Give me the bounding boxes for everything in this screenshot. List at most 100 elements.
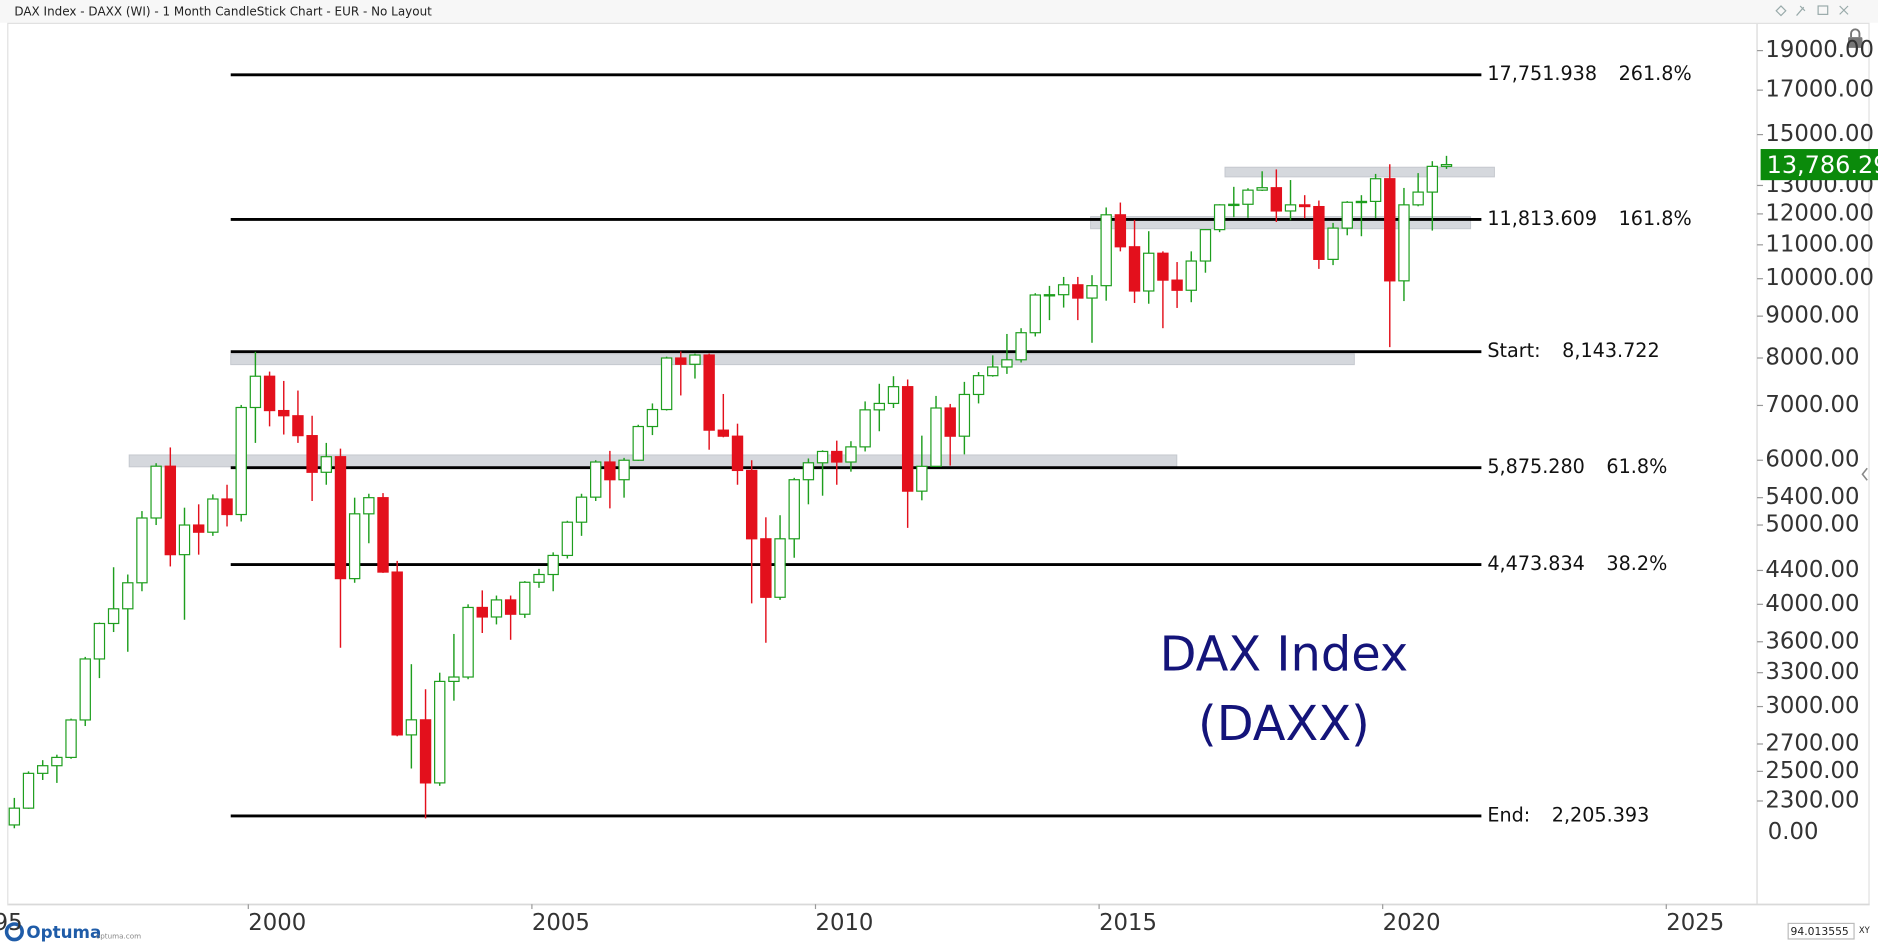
- candle-body: [320, 456, 332, 473]
- candle-body: [93, 622, 106, 660]
- candle-body: [660, 357, 673, 411]
- brand-logo: [4, 922, 24, 942]
- icon-pin[interactable]: [1796, 5, 1806, 16]
- candle-body: [235, 406, 247, 516]
- candle-body: [65, 719, 77, 759]
- icon-restore[interactable]: [1817, 5, 1829, 15]
- y-tick-label: 11000.00: [1765, 231, 1874, 257]
- candle-body: [348, 513, 361, 580]
- candle-body: [306, 435, 318, 473]
- candle-body: [618, 459, 630, 481]
- sr-zone: [230, 353, 1355, 366]
- candle-body: [278, 409, 290, 417]
- candle-body: [859, 409, 871, 448]
- candle-body: [1284, 204, 1297, 212]
- candle-body: [1242, 189, 1254, 205]
- candle-body: [1313, 205, 1325, 260]
- candle-body: [476, 606, 488, 618]
- fib-label: 2,205.393: [1552, 803, 1650, 826]
- y-tick-label: 2500.00: [1765, 758, 1859, 784]
- y-tick-label: 4000.00: [1765, 591, 1859, 617]
- x-tick-label: 2000: [248, 910, 306, 936]
- y-tick-label: 3300.00: [1765, 659, 1859, 685]
- candle-body: [632, 425, 644, 461]
- candle-body: [1355, 200, 1368, 204]
- fib-label: 161.8%: [1619, 207, 1692, 230]
- candle-body: [178, 524, 191, 556]
- candle-body: [419, 719, 432, 784]
- y-tick-label: 4400.00: [1765, 557, 1859, 583]
- fib-label: 61.8%: [1606, 455, 1667, 478]
- candle-body: [1298, 204, 1311, 208]
- last-price-label: 13,786.29: [1767, 151, 1878, 179]
- candle-body: [363, 497, 375, 515]
- candle-body: [8, 807, 21, 826]
- candle-body: [845, 446, 857, 463]
- candle-body: [192, 524, 205, 533]
- y-tick-label: 2700.00: [1765, 730, 1859, 756]
- x-tick-label: 1995: [0, 910, 23, 936]
- candle-body: [1213, 204, 1226, 231]
- y-tick-label: 2300.00: [1765, 787, 1859, 813]
- candle-body: [972, 375, 985, 396]
- status-box: [1787, 922, 1855, 940]
- lock-body[interactable]: [1848, 37, 1863, 48]
- candle-body: [646, 408, 659, 428]
- candle-body: [816, 450, 829, 464]
- candle-body: [22, 772, 35, 809]
- lock-shackle[interactable]: [1850, 28, 1861, 38]
- candle-body: [207, 498, 219, 533]
- candle-body: [377, 497, 389, 573]
- window-icons[interactable]: [1775, 5, 1849, 17]
- candle-body: [873, 402, 886, 411]
- y-tick-label: 8000.00: [1765, 345, 1859, 371]
- x-tick-label: 2005: [532, 910, 590, 936]
- x-tick-label: 2025: [1666, 910, 1724, 936]
- candle-body: [561, 521, 574, 557]
- y-tick-label: 17000.00: [1765, 77, 1874, 103]
- candle-body: [490, 599, 503, 618]
- y-tick-label: 12000.00: [1765, 200, 1874, 226]
- candle-body: [717, 429, 730, 437]
- candle-body: [533, 573, 545, 583]
- candle-body: [122, 582, 134, 610]
- brand-name: Optuma: [26, 922, 101, 942]
- side-panel-toggle[interactable]: [1861, 467, 1868, 481]
- candle-body: [916, 465, 928, 492]
- fib-label: 8,143.722: [1562, 339, 1660, 362]
- candle-body: [1086, 285, 1098, 299]
- candle-body: [1228, 203, 1240, 207]
- candle-body: [1199, 229, 1212, 262]
- header-bar: [0, 0, 1878, 23]
- icon-close[interactable]: [1839, 5, 1849, 15]
- status-value: 94.013555: [1791, 925, 1849, 938]
- candle-body: [1270, 187, 1283, 212]
- sr-zone: [128, 454, 1178, 468]
- candle-body: [1171, 279, 1183, 291]
- fib-label: 11,813.609: [1487, 207, 1597, 230]
- candle-body: [1057, 284, 1070, 296]
- candle-body: [292, 415, 304, 437]
- candle-body: [1043, 294, 1056, 297]
- candle-body: [831, 450, 843, 463]
- candle-body: [1128, 246, 1141, 292]
- candle-body: [745, 469, 758, 540]
- candle-body: [1426, 165, 1439, 193]
- candle-body: [547, 554, 559, 576]
- candle-body: [1440, 163, 1453, 167]
- y-tick-label: 6000.00: [1765, 447, 1859, 473]
- candle-body: [1100, 214, 1112, 287]
- candle-body: [1001, 359, 1013, 368]
- candle-body: [944, 407, 956, 437]
- lock-icon[interactable]: [1848, 28, 1863, 48]
- y-tick-label: 19000.00: [1765, 37, 1874, 63]
- candle-body: [249, 375, 262, 409]
- candle-body: [675, 357, 687, 365]
- candle-body: [1015, 332, 1027, 361]
- icon-diamond[interactable]: [1775, 5, 1787, 17]
- fib-label: 261.8%: [1619, 62, 1692, 85]
- candle-body: [604, 461, 616, 481]
- candle-body: [79, 658, 91, 721]
- candle-body: [36, 765, 49, 774]
- brand-url: optuma.com: [96, 932, 141, 941]
